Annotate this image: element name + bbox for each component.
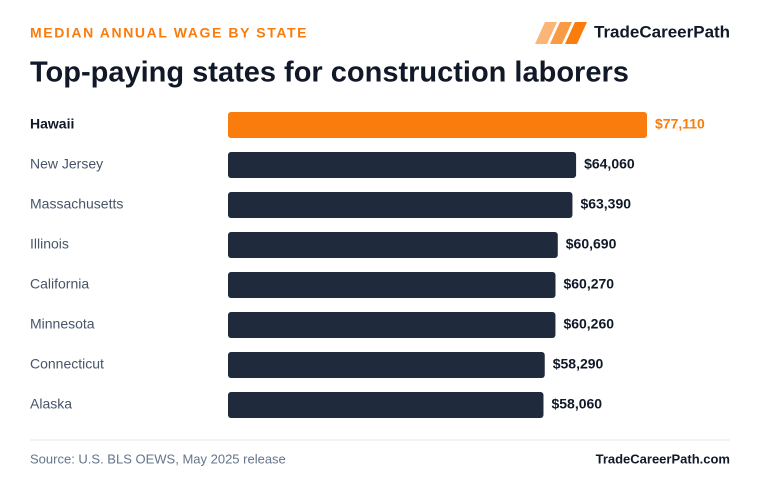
bar [228, 392, 544, 418]
logo-stripe [565, 22, 587, 44]
value-label: $60,260 [563, 316, 614, 332]
value-label: $63,390 [580, 196, 631, 212]
value-label: $64,060 [584, 156, 635, 172]
category-label: Minnesota [30, 316, 95, 332]
value-label: $58,290 [553, 356, 604, 372]
brand: TradeCareerPath [594, 22, 730, 41]
eyebrow: MEDIAN ANNUAL WAGE BY STATE [30, 25, 308, 41]
category-label: California [30, 276, 89, 292]
value-label: $77,110 [655, 116, 705, 132]
value-label: $60,690 [566, 236, 617, 252]
bar [228, 232, 558, 258]
category-label: Hawaii [30, 116, 74, 132]
bar [228, 112, 647, 138]
bar [228, 192, 573, 218]
bar [228, 352, 545, 378]
bar [228, 312, 556, 338]
footer-brand: TradeCareerPath.com [596, 451, 730, 466]
logo [535, 22, 587, 44]
category-label: Alaska [30, 396, 72, 412]
value-label: $58,060 [551, 396, 602, 412]
bar [228, 272, 556, 298]
category-label: Massachusetts [30, 196, 123, 212]
chart-title: Top-paying states for construction labor… [30, 57, 629, 89]
source: Source: U.S. BLS OEWS, May 2025 release [30, 451, 286, 466]
logo-stripe [550, 22, 572, 44]
logo-stripe [535, 22, 557, 44]
category-label: New Jersey [30, 156, 103, 172]
category-label: Illinois [30, 236, 69, 252]
value-label: $60,270 [563, 276, 614, 292]
category-label: Connecticut [30, 356, 104, 372]
bar [228, 152, 577, 178]
